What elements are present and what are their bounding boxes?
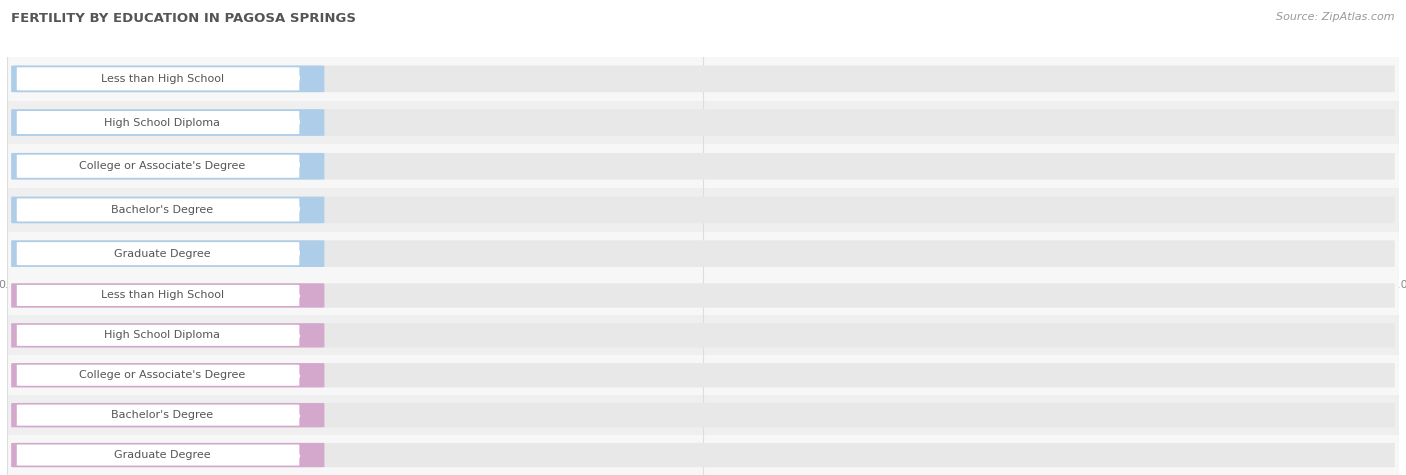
Bar: [7, 57, 1399, 101]
Text: Graduate Degree: Graduate Degree: [114, 248, 211, 259]
FancyBboxPatch shape: [11, 363, 325, 388]
Text: 0.0: 0.0: [281, 248, 301, 259]
Text: Source: ZipAtlas.com: Source: ZipAtlas.com: [1277, 12, 1395, 22]
Text: Bachelor's Degree: Bachelor's Degree: [111, 205, 214, 215]
FancyBboxPatch shape: [11, 323, 325, 348]
Bar: [7, 395, 1399, 435]
Text: 0.0: 0.0: [281, 205, 301, 215]
FancyBboxPatch shape: [17, 111, 299, 134]
Text: Graduate Degree: Graduate Degree: [114, 450, 211, 460]
FancyBboxPatch shape: [17, 325, 299, 346]
Bar: [7, 232, 1399, 276]
Text: College or Associate's Degree: College or Associate's Degree: [79, 161, 246, 171]
Text: 0.0: 0.0: [281, 74, 301, 84]
Bar: [7, 144, 1399, 188]
Text: 0.0: 0.0: [281, 117, 301, 128]
Bar: [7, 315, 1399, 355]
FancyBboxPatch shape: [17, 445, 299, 466]
FancyBboxPatch shape: [17, 67, 299, 90]
FancyBboxPatch shape: [17, 405, 299, 426]
Text: 0.0%: 0.0%: [270, 410, 301, 420]
Bar: [7, 101, 1399, 144]
FancyBboxPatch shape: [11, 283, 325, 308]
Text: Less than High School: Less than High School: [101, 74, 224, 84]
Bar: [7, 276, 1399, 315]
Text: High School Diploma: High School Diploma: [104, 117, 221, 128]
FancyBboxPatch shape: [11, 403, 1395, 428]
Text: 0.0%: 0.0%: [270, 450, 301, 460]
Bar: [7, 188, 1399, 232]
Text: College or Associate's Degree: College or Associate's Degree: [79, 370, 246, 380]
FancyBboxPatch shape: [17, 285, 299, 306]
FancyBboxPatch shape: [11, 240, 325, 267]
FancyBboxPatch shape: [11, 403, 325, 428]
FancyBboxPatch shape: [11, 283, 1395, 308]
FancyBboxPatch shape: [17, 242, 299, 265]
FancyBboxPatch shape: [11, 66, 1395, 92]
Text: High School Diploma: High School Diploma: [104, 330, 221, 341]
Bar: [7, 435, 1399, 475]
FancyBboxPatch shape: [11, 109, 325, 136]
Text: 0.0%: 0.0%: [270, 330, 301, 341]
Text: FERTILITY BY EDUCATION IN PAGOSA SPRINGS: FERTILITY BY EDUCATION IN PAGOSA SPRINGS: [11, 12, 356, 25]
FancyBboxPatch shape: [11, 240, 1395, 267]
Bar: [7, 355, 1399, 395]
Text: 0.0: 0.0: [281, 161, 301, 171]
FancyBboxPatch shape: [11, 197, 325, 223]
FancyBboxPatch shape: [11, 153, 325, 180]
Text: Bachelor's Degree: Bachelor's Degree: [111, 410, 214, 420]
FancyBboxPatch shape: [17, 365, 299, 386]
FancyBboxPatch shape: [11, 443, 325, 467]
Text: 0.0%: 0.0%: [270, 370, 301, 380]
FancyBboxPatch shape: [11, 109, 1395, 136]
FancyBboxPatch shape: [17, 199, 299, 221]
Text: 0.0%: 0.0%: [270, 290, 301, 301]
Text: Less than High School: Less than High School: [101, 290, 224, 301]
FancyBboxPatch shape: [11, 443, 1395, 467]
FancyBboxPatch shape: [11, 323, 1395, 348]
FancyBboxPatch shape: [11, 66, 325, 92]
FancyBboxPatch shape: [17, 155, 299, 178]
FancyBboxPatch shape: [11, 197, 1395, 223]
FancyBboxPatch shape: [11, 363, 1395, 388]
FancyBboxPatch shape: [11, 153, 1395, 180]
